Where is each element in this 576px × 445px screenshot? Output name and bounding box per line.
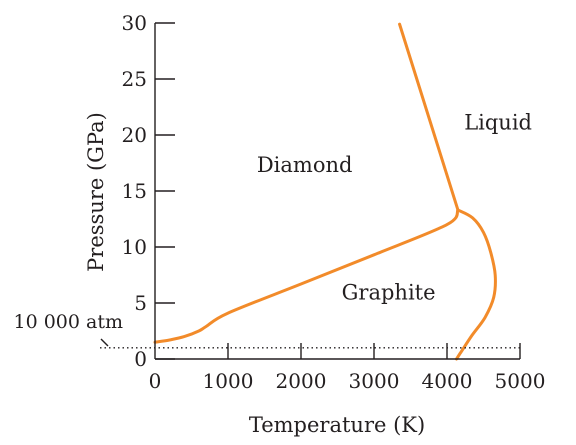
region-labels: Diamond Liquid Graphite — [257, 110, 532, 304]
axes: 0 5 10 15 20 25 30 0 1000 2000 3000 4000 5000 — [122, 11, 546, 393]
region-label-diamond: Diamond — [257, 153, 353, 177]
boundary-graphite-diamond — [153, 208, 460, 344]
y-tick-label: 20 — [122, 123, 147, 147]
y-tick-label: 5 — [134, 291, 147, 315]
reference-line-label: 10 000 atm — [13, 311, 123, 333]
boundary-diamond-liquid — [398, 22, 460, 212]
phase-boundaries — [153, 22, 497, 361]
y-axis-label: Pressure (GPa) — [84, 112, 108, 272]
x-tick-label: 1000 — [203, 369, 254, 393]
x-axis-label: Temperature (K) — [249, 413, 425, 437]
x-tick-label: 2000 — [276, 369, 327, 393]
x-tick-label: 4000 — [422, 369, 473, 393]
region-label-liquid: Liquid — [464, 110, 532, 134]
region-label-graphite: Graphite — [342, 281, 436, 305]
reference-label-leader — [100, 338, 109, 347]
y-tick-label: 10 — [122, 235, 147, 259]
y-tick-label: 15 — [122, 179, 147, 203]
x-tick-label: 3000 — [349, 369, 400, 393]
y-tick-label: 25 — [122, 67, 147, 91]
boundary-graphite-liquid — [455, 208, 497, 361]
y-tick-label: 30 — [122, 11, 147, 35]
x-tick-label: 5000 — [495, 369, 546, 393]
x-tick-label: 0 — [149, 369, 162, 393]
y-tick-label: 0 — [134, 347, 147, 371]
